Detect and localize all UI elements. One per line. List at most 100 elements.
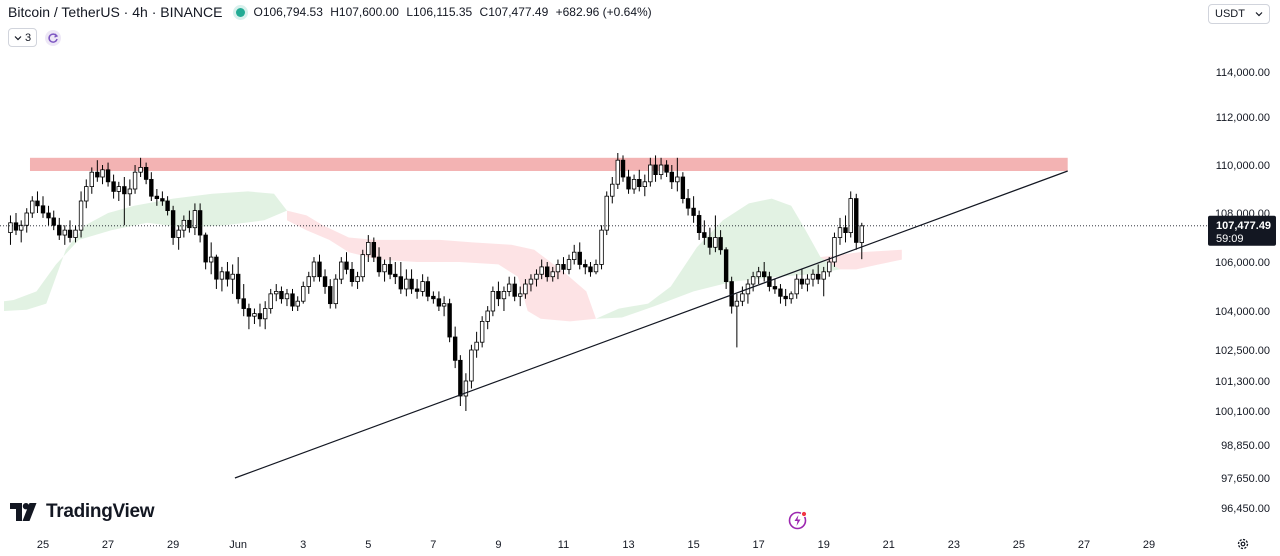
candle-body-down bbox=[165, 200, 170, 211]
candle-body-up bbox=[528, 278, 534, 285]
candle bbox=[360, 249, 365, 282]
candle-body-down bbox=[545, 266, 550, 278]
candle-body-up bbox=[132, 171, 138, 190]
candle-body-down bbox=[718, 237, 723, 251]
candle-body-up bbox=[8, 222, 13, 234]
gear-icon[interactable] bbox=[1236, 537, 1250, 556]
currency-select[interactable]: USDT bbox=[1208, 4, 1270, 24]
time-tick-label: 23 bbox=[948, 539, 960, 551]
trendline[interactable] bbox=[234, 170, 1068, 479]
candle-body-up bbox=[78, 200, 84, 231]
candle-body-down bbox=[13, 222, 19, 231]
candle-body-up bbox=[555, 264, 561, 273]
candle bbox=[274, 284, 279, 302]
candle bbox=[854, 193, 859, 250]
tradingview-logo[interactable]: TradingView bbox=[10, 501, 155, 523]
candle-body-up bbox=[615, 159, 621, 185]
chart-header: Bitcoin / TetherUS · 4h · BINANCE O106,7… bbox=[8, 4, 656, 20]
candle bbox=[555, 259, 561, 280]
candle-body-up bbox=[810, 273, 816, 280]
candle-body-down bbox=[815, 273, 821, 280]
candle-body-up bbox=[420, 281, 425, 292]
candle bbox=[409, 269, 414, 294]
candle-body-up bbox=[355, 276, 360, 283]
candle-body-up bbox=[756, 271, 761, 278]
candle bbox=[208, 242, 214, 275]
ohlc-values: O106,794.53 H107,600.00 L106,115.35 C107… bbox=[253, 5, 655, 19]
flash-icon[interactable] bbox=[788, 510, 808, 535]
candle-body-up bbox=[252, 313, 257, 317]
candle bbox=[615, 153, 621, 189]
candle bbox=[187, 210, 192, 233]
candle-body-down bbox=[637, 178, 642, 187]
candle-body-down bbox=[723, 249, 729, 283]
candle-body-up bbox=[610, 183, 615, 197]
candle-body-up bbox=[311, 261, 317, 278]
candle bbox=[642, 174, 648, 197]
candle bbox=[111, 174, 116, 199]
time-axis[interactable]: 25 27 29 Jun 3 5 7 9 11 13 15 17 19 21 23 25 27 29 bbox=[37, 539, 1155, 551]
candle-body-up bbox=[441, 303, 447, 307]
candle bbox=[431, 291, 436, 304]
candle bbox=[40, 196, 46, 218]
candle bbox=[279, 286, 284, 304]
current-price-badge bbox=[1208, 215, 1276, 246]
candle bbox=[713, 215, 718, 253]
high-label: H bbox=[330, 5, 339, 19]
candle-body-down bbox=[409, 278, 414, 290]
candle-body-up bbox=[479, 320, 485, 343]
symbol-title[interactable]: Bitcoin / TetherUS · 4h · BINANCE bbox=[8, 4, 223, 20]
price-tick-label: 110,000.00 bbox=[1216, 160, 1270, 172]
candle bbox=[262, 301, 268, 330]
indicator-count: 3 bbox=[25, 31, 32, 44]
candle bbox=[73, 225, 78, 243]
candle-body-down bbox=[452, 336, 458, 361]
candle bbox=[745, 279, 751, 304]
price-axis[interactable]: 114,000.00112,000.00110,000.00108,000.00… bbox=[1215, 67, 1270, 515]
candle-body-down bbox=[691, 207, 696, 216]
candle-body-up bbox=[859, 225, 864, 243]
candle-body-down bbox=[160, 198, 165, 202]
candle bbox=[230, 264, 235, 294]
candle-body-up bbox=[382, 264, 387, 273]
candle-body-up bbox=[550, 271, 555, 278]
candle bbox=[832, 232, 837, 267]
candle-body-down bbox=[685, 198, 691, 209]
candle bbox=[788, 291, 794, 304]
bullish-cloud bbox=[4, 191, 287, 311]
candle-body-down bbox=[35, 200, 40, 207]
candle-body-up bbox=[274, 290, 279, 295]
candle bbox=[154, 189, 160, 206]
candle bbox=[827, 257, 832, 277]
candle bbox=[132, 165, 138, 194]
candle-body-up bbox=[127, 188, 133, 195]
candle-body-up bbox=[837, 227, 843, 238]
candle-body-down bbox=[376, 256, 382, 273]
candle bbox=[371, 237, 377, 262]
candle-body-up bbox=[100, 169, 105, 178]
candle bbox=[284, 288, 290, 307]
resistance-zone[interactable] bbox=[29, 157, 1068, 171]
candle bbox=[62, 225, 67, 245]
candle-body-down bbox=[512, 283, 517, 297]
candle-body-up bbox=[794, 278, 799, 295]
candle-body-up bbox=[360, 254, 365, 278]
candle-body-down bbox=[279, 290, 284, 300]
candle bbox=[501, 286, 507, 311]
sync-icon[interactable] bbox=[45, 29, 62, 46]
candle bbox=[252, 308, 257, 324]
market-status-icon[interactable] bbox=[236, 7, 246, 17]
candle-body-up bbox=[593, 264, 599, 273]
candle-body-down bbox=[496, 290, 501, 300]
trendline-layer[interactable] bbox=[234, 170, 1068, 479]
time-tick-label: 5 bbox=[365, 539, 371, 551]
indicators-toggle-button[interactable]: 3 bbox=[8, 28, 38, 47]
price-tick-label: 102,500.00 bbox=[1215, 345, 1270, 357]
candle-body-down bbox=[197, 210, 203, 236]
time-tick-label: 21 bbox=[883, 539, 895, 551]
candle bbox=[658, 157, 664, 180]
candle-body-down bbox=[854, 198, 859, 243]
candle bbox=[718, 230, 723, 255]
candle bbox=[349, 262, 355, 287]
